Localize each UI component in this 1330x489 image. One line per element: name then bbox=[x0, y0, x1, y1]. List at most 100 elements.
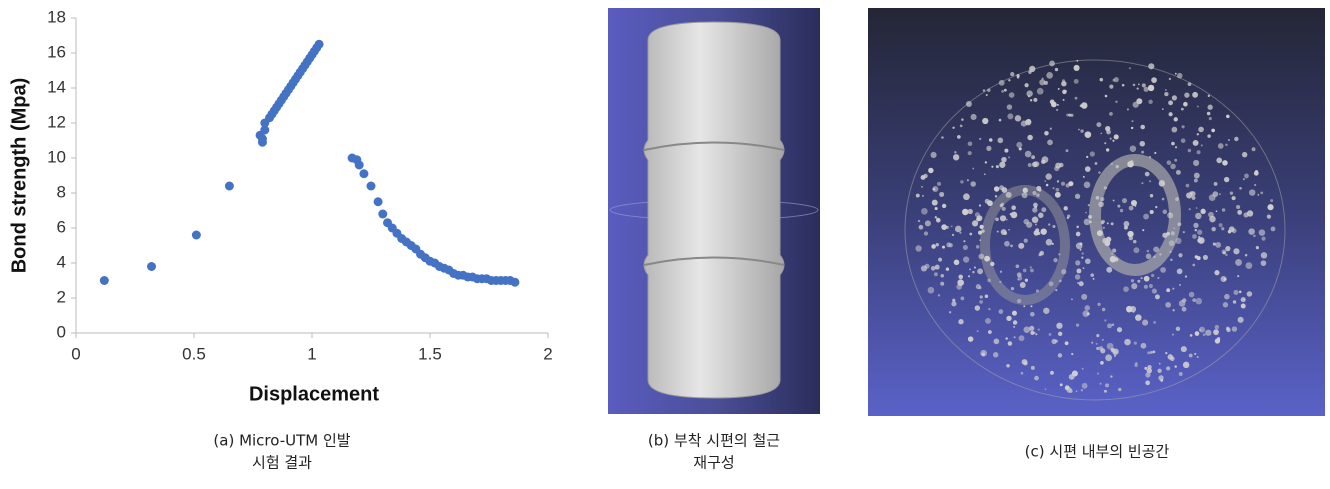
pore-speckle bbox=[1081, 389, 1083, 391]
x-tick-label: 0 bbox=[71, 344, 80, 363]
pore-speckle bbox=[1067, 217, 1069, 219]
pore-speckle bbox=[1068, 181, 1073, 186]
y-tick-label: 12 bbox=[47, 112, 66, 131]
pore-speckle bbox=[1076, 232, 1081, 237]
pore-speckle bbox=[924, 231, 928, 235]
pore-speckle bbox=[1131, 127, 1133, 129]
pore-speckle bbox=[1194, 179, 1198, 183]
pore-speckle bbox=[935, 207, 938, 210]
pore-speckle bbox=[1175, 73, 1177, 75]
pore-speckle bbox=[1270, 199, 1273, 202]
pore-speckle bbox=[1223, 251, 1226, 254]
pore-speckle bbox=[1133, 84, 1136, 87]
pore-speckle bbox=[1039, 253, 1042, 256]
pore-speckle bbox=[1152, 350, 1155, 353]
pore-speckle bbox=[1148, 63, 1154, 69]
y-tick-label: 14 bbox=[47, 77, 66, 96]
pore-speckle bbox=[1171, 231, 1175, 235]
pore-speckle bbox=[1106, 148, 1109, 151]
pore-speckle bbox=[1192, 92, 1198, 98]
caption: (a) Micro-UTM 인발 bbox=[213, 432, 350, 450]
pore-speckle bbox=[1236, 205, 1240, 209]
pore-speckle bbox=[1055, 68, 1058, 71]
pore-speckle bbox=[963, 256, 969, 262]
pore-speckle bbox=[1113, 200, 1115, 202]
pore-speckle bbox=[1159, 253, 1161, 255]
pore-speckle bbox=[1010, 245, 1013, 248]
pore-speckle bbox=[1167, 212, 1173, 218]
pore-speckle bbox=[1179, 284, 1181, 286]
pore-speckle bbox=[1104, 319, 1106, 321]
caption: (b) 부착 시편의 철근 bbox=[648, 432, 780, 450]
pore-speckle bbox=[1045, 388, 1047, 390]
pore-speckle bbox=[1100, 361, 1104, 365]
pore-speckle bbox=[1224, 294, 1230, 300]
pore-speckle bbox=[1133, 240, 1137, 244]
pore-speckle bbox=[1214, 182, 1218, 186]
pore-speckle bbox=[1237, 275, 1239, 277]
figure: 02468101214161800.511.52DisplacementBond… bbox=[0, 0, 1330, 485]
pore-speckle bbox=[1207, 134, 1210, 137]
pore-speckle bbox=[1168, 100, 1173, 105]
pore-speckle bbox=[1151, 77, 1157, 83]
pore-speckle bbox=[1098, 232, 1100, 234]
pore-speckle bbox=[972, 220, 978, 226]
pore-speckle bbox=[1222, 208, 1226, 212]
pore-speckle bbox=[1024, 326, 1031, 333]
pore-speckle bbox=[1076, 269, 1081, 274]
pore-speckle bbox=[1014, 336, 1016, 338]
pore-speckle bbox=[1177, 269, 1183, 275]
pore-speckle bbox=[1104, 390, 1107, 393]
pore-speckle bbox=[1020, 282, 1026, 288]
pore-speckle bbox=[1146, 254, 1152, 260]
pore-speckle bbox=[1056, 109, 1058, 111]
pore-speckle bbox=[1168, 354, 1174, 360]
pore-speckle bbox=[1219, 193, 1221, 195]
pore-speckle bbox=[941, 274, 945, 278]
pore-speckle bbox=[1164, 92, 1168, 96]
y-tick-label: 6 bbox=[57, 217, 66, 236]
pore-speckle bbox=[1217, 337, 1220, 340]
pore-speckle bbox=[1261, 260, 1267, 266]
pore-speckle bbox=[1228, 230, 1232, 234]
pore-speckle bbox=[1008, 229, 1010, 231]
pore-speckle bbox=[1081, 294, 1087, 300]
pore-speckle bbox=[977, 330, 979, 332]
pore-speckle bbox=[921, 208, 928, 215]
pore-speckle bbox=[1102, 238, 1108, 244]
pore-speckle bbox=[1192, 196, 1196, 200]
caption: 재구성 bbox=[693, 454, 734, 472]
pore-speckle bbox=[1023, 269, 1027, 273]
pore-speckle bbox=[1169, 251, 1171, 253]
pore-speckle bbox=[1188, 82, 1192, 86]
pore-speckle bbox=[1001, 229, 1007, 235]
pore-speckle bbox=[983, 89, 985, 91]
pore-speckle bbox=[987, 279, 991, 283]
pore-speckle bbox=[1095, 162, 1098, 165]
pore-speckle bbox=[1017, 299, 1021, 303]
pore-speckle bbox=[1214, 270, 1219, 275]
pore-speckle bbox=[957, 135, 961, 139]
pore-speckle bbox=[1174, 159, 1177, 162]
pore-speckle bbox=[1147, 250, 1150, 253]
pore-speckle bbox=[1170, 259, 1172, 261]
pore-speckle bbox=[963, 240, 965, 242]
x-axis-label: Displacement bbox=[249, 383, 379, 405]
pore-speckle bbox=[1025, 279, 1028, 282]
pore-speckle bbox=[1098, 201, 1104, 207]
pore-speckle bbox=[1213, 242, 1216, 245]
pore-speckle bbox=[1131, 283, 1137, 289]
pore-speckle bbox=[1267, 204, 1273, 210]
data-point bbox=[359, 169, 368, 178]
pore-speckle bbox=[1044, 180, 1046, 182]
pore-speckle bbox=[1195, 331, 1200, 336]
pore-speckle bbox=[1046, 184, 1049, 187]
pore-speckle bbox=[936, 218, 939, 221]
pore-speckle bbox=[1174, 117, 1178, 121]
pore-speckle bbox=[1209, 117, 1212, 120]
pore-speckle bbox=[1261, 252, 1267, 258]
pore-speckle bbox=[1199, 329, 1201, 331]
pore-speckle bbox=[1091, 342, 1093, 344]
pore-speckle bbox=[1083, 176, 1085, 178]
pore-speckle bbox=[955, 226, 962, 233]
